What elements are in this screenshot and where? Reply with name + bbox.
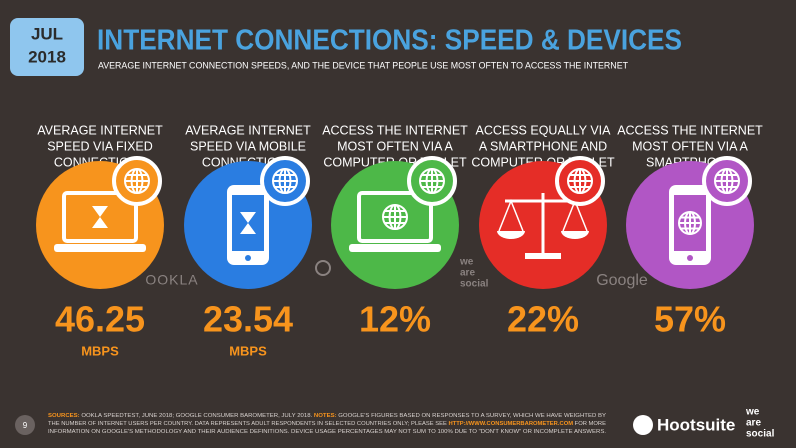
device-icon [227,185,269,265]
laptop-screen [62,191,138,243]
footnotes: SOURCES: OOKLA SPEEDTEST, JUNE 2018; GOO… [48,413,606,435]
scale-bowl [561,231,589,239]
was-we: we [459,257,474,268]
column-value: 23.54 [203,299,293,340]
was-are: are [460,268,475,279]
badge-year: 2018 [28,47,66,66]
ookla-logo: OOKLA [145,272,198,288]
column-value: 46.25 [55,299,145,340]
laptop-base [349,244,441,252]
footnote-text: THE NUMBER OF INTERNET USERS PER COUNTRY… [48,421,448,427]
footnote-line: SOURCES: OOKLA SPEEDTEST, JUNE 2018; GOO… [48,413,606,419]
wearesocial-social: social [746,429,775,440]
phone-screen [232,195,264,251]
laptop-base [54,244,146,252]
footnote-highlight: HTTP://WWW.CONSUMERBAROMETER.COM [448,421,573,427]
date-badge [10,18,84,76]
hootsuite-owl [633,415,653,435]
wearesocial-we: we [745,407,760,418]
column-label: A SMARTPHONE AND [479,139,607,153]
column-value: 22% [507,299,579,340]
column-label: MOST OFTEN VIA A [337,139,453,153]
column-label: ACCESS THE INTERNET [322,123,468,137]
column-label: AVERAGE INTERNET [37,123,163,137]
device-icon [349,191,441,252]
title: INTERNET CONNECTIONS: SPEED & DEVICES [97,25,682,57]
hootsuite-logo: Hootsuite [657,415,735,434]
phone-button [245,255,251,261]
column-label: ACCESS THE INTERNET [617,123,763,137]
scale-foot [525,253,561,259]
owl-icon [315,260,331,276]
column-label: SPEED VIA FIXED [47,139,153,153]
footnote-line: THE NUMBER OF INTERNET USERS PER COUNTRY… [48,421,606,427]
was-social: social [460,279,489,290]
subtitle: AVERAGE INTERNET CONNECTION SPEEDS, AND … [98,61,628,72]
column-value: 57% [654,299,726,340]
column-label: SPEED VIA MOBILE [190,139,306,153]
device-icon [54,191,146,252]
column-value: 12% [359,299,431,340]
google-logo: Google [596,272,648,289]
page-number-circle [15,415,35,435]
column-unit: MBPS [229,343,267,358]
column-unit: MBPS [81,343,119,358]
footnote-text: GOOGLE'S FIGURES BASED ON RESPONSES TO A… [337,413,607,419]
hourglass [240,212,256,234]
footnote-text: FOR MORE [573,421,606,427]
page-number: 9 [23,421,28,430]
device-icon [669,185,711,265]
column-label: MOST OFTEN VIA A [632,139,748,153]
column-label: ACCESS EQUALLY VIA [475,123,611,137]
footnote-highlight: SOURCES: [48,413,80,419]
source-logos: OOKLA we are social Google [145,257,648,290]
scale-pan [498,198,524,232]
laptop-screen [357,191,433,243]
badge-month: JUL [31,24,63,43]
column-label: AVERAGE INTERNET [185,123,311,137]
scale-bowl [497,231,525,239]
footnote-text: OOKLA SPEEDTEST, JUNE 2018; GOOGLE CONSU… [80,413,314,419]
footnote-text: INFORMATION ON GOOGLE'S METHODOLOGY AND … [48,429,606,435]
hourglass [92,206,108,228]
footnote-highlight: NOTES: [314,413,337,419]
footnote-line: INFORMATION ON GOOGLE'S METHODOLOGY AND … [48,429,606,435]
phone-button [687,255,693,261]
wearesocial-are: are [746,418,761,429]
